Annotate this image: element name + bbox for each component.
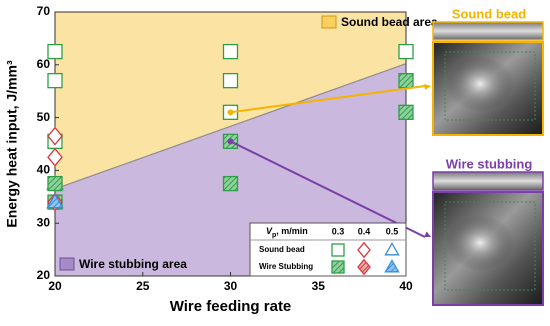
x-tick-label: 35 <box>312 279 326 293</box>
data-point <box>222 175 239 192</box>
x-tick-label: 20 <box>48 279 62 293</box>
y-tick-label: 30 <box>37 215 51 229</box>
x-axis-title: Wire feeding rate <box>170 298 292 315</box>
legend-label: Sound bead <box>259 245 305 254</box>
y-tick-label: 60 <box>37 57 51 71</box>
legend-marker <box>384 259 400 273</box>
y-axis-title: Energy heat input, J/mm³ <box>4 60 20 228</box>
legend-subscript: p <box>272 232 276 239</box>
legend-box <box>249 222 407 277</box>
region-label: Wire stubbing area <box>79 257 187 271</box>
photo-strip <box>432 171 544 191</box>
legend-speed: 0.4 <box>358 226 371 236</box>
data-point <box>46 193 64 209</box>
data-point <box>47 126 63 146</box>
arrow-head <box>424 231 431 237</box>
legend-speed: 0.3 <box>332 226 345 236</box>
legend-symbol: V <box>266 226 273 236</box>
region-swatch <box>59 257 75 271</box>
legend-marker <box>357 241 371 259</box>
data-point <box>398 72 414 89</box>
y-tick-label: 70 <box>37 4 51 18</box>
legend: Vp, m/min 0.3 0.4 0.5 Sound bead Wire Stubbin… <box>249 222 407 277</box>
sound-region <box>55 12 406 189</box>
data-point <box>398 104 414 120</box>
legend-marker <box>331 243 345 257</box>
photo-glow <box>446 55 514 112</box>
legend-title: Vp, m/min <box>266 226 308 238</box>
data-point <box>47 147 63 167</box>
data-point <box>47 43 63 60</box>
legend-speed: 0.5 <box>386 226 399 236</box>
photo-strip <box>432 21 544 41</box>
arrow <box>230 140 426 238</box>
arrow <box>230 85 426 114</box>
data-point <box>47 72 63 89</box>
data-point <box>222 72 239 89</box>
region-swatch <box>321 15 337 29</box>
arrow-head <box>424 83 431 90</box>
photo-label: Wire stubbing <box>446 156 533 171</box>
legend-marker <box>384 242 400 256</box>
x-tick-label: 25 <box>136 279 150 293</box>
photo-glow <box>446 214 514 271</box>
legend-marker <box>331 260 345 274</box>
y-tick-label: 50 <box>37 110 51 124</box>
data-point <box>222 43 239 60</box>
y-tick-label: 40 <box>37 163 51 177</box>
legend-unit: , m/min <box>276 226 308 236</box>
photo-inset <box>444 201 536 291</box>
photo-inset <box>444 51 536 121</box>
region-label: Sound bead area <box>341 15 438 29</box>
x-tick-label: 30 <box>224 279 238 293</box>
photos: Sound bead Wire stubbing <box>432 6 544 306</box>
data-point <box>47 175 63 192</box>
y-tick-label: 20 <box>37 268 51 282</box>
data-point <box>398 43 414 60</box>
legend-marker <box>357 258 371 276</box>
boundary-line <box>54 63 407 190</box>
legend-label: Wire Stubbing <box>259 262 313 271</box>
x-tick-label: 40 <box>399 279 413 293</box>
photo-label: Sound bead <box>452 6 526 21</box>
